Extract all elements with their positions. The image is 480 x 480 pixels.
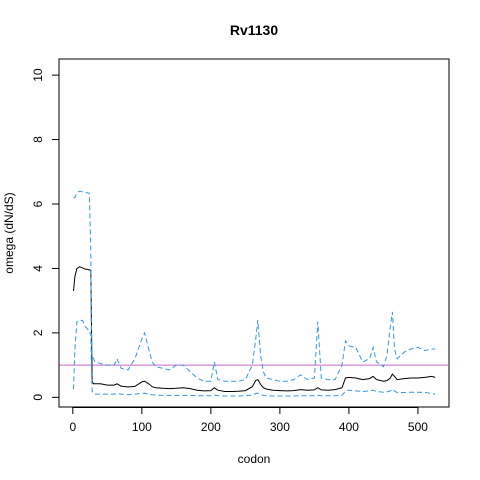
mean-series-line [73,266,436,392]
y-tick-label: 8 [31,136,45,143]
y-tick-label: 6 [31,200,45,207]
plot-area [59,190,449,397]
x-tick-label: 400 [339,420,359,434]
bound-series-line-2 [73,319,436,397]
x-axis: 0 100 200 300 400 500 [69,407,428,434]
y-tick-label: 0 [31,394,45,401]
x-tick-label: 100 [132,420,152,434]
x-tick-label: 300 [270,420,290,434]
x-tick-label: 0 [69,420,76,434]
y-tick-label: 2 [31,329,45,336]
y-tick-label: 4 [31,265,45,272]
x-axis-label: codon [238,452,271,466]
y-axis: 0 2 4 6 8 10 [31,68,60,401]
x-tick-label: 500 [408,420,428,434]
bound-series-line-1 [73,190,436,382]
y-tick-label: 10 [31,68,45,82]
y-axis-label: omega (dN/dS) [2,192,16,273]
chart-title: Rv1130 [230,22,278,38]
x-tick-label: 200 [201,420,221,434]
